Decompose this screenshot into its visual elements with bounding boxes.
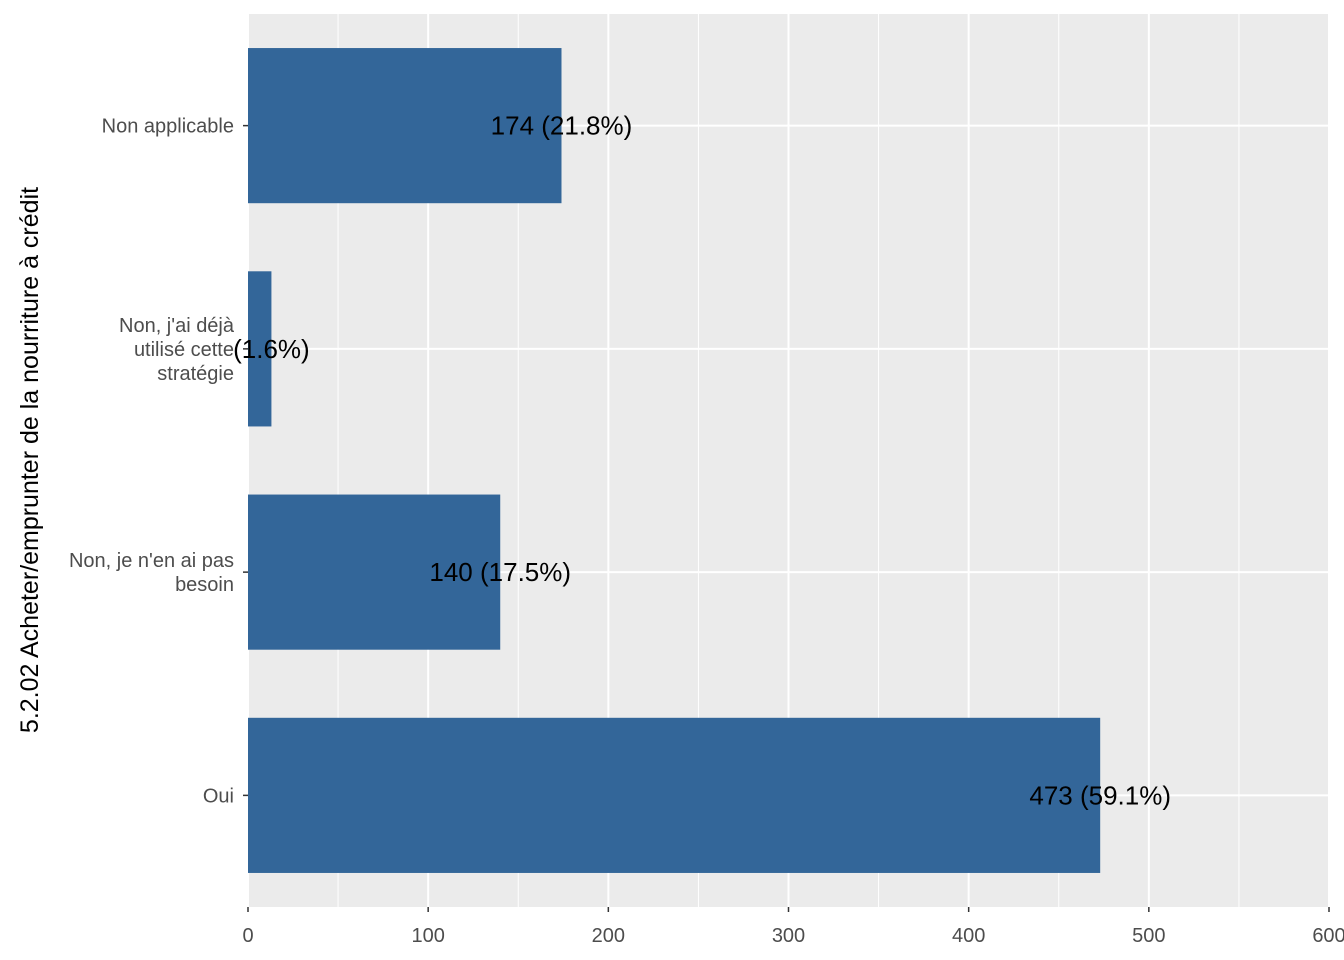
data-label: 174 (21.8%) — [491, 111, 633, 141]
category-label: Non, je n'en ai pas besoin — [69, 550, 234, 596]
bar — [248, 271, 272, 427]
y-axis: Non applicable Non, j'ai déjà utilisé cett… — [69, 116, 248, 807]
data-labels: 174 (21.8%)(1.6%)140 (17.5%)473 (59.1%) — [233, 111, 1171, 811]
data-label: 473 (59.1%) — [1029, 780, 1171, 810]
bars — [248, 48, 1101, 873]
category-label: Non applicable — [102, 116, 234, 138]
x-axis: 0 100 200 300 400 500 600 — [242, 907, 1344, 947]
category-label: Non, j'ai déjà utilisé cette stratégie — [119, 315, 235, 385]
x-tick-label: 600 — [1312, 925, 1344, 947]
bar — [248, 48, 562, 204]
category-label: Oui — [203, 785, 234, 807]
x-tick-label: 400 — [952, 925, 985, 947]
x-tick-label: 500 — [1132, 925, 1165, 947]
bar — [248, 494, 501, 650]
x-tick-label: 300 — [772, 925, 805, 947]
x-tick-label: 200 — [592, 925, 625, 947]
bar — [248, 717, 1101, 873]
data-label: 140 (17.5%) — [429, 557, 571, 587]
y-axis-title: 5.2.02 Acheter/emprunter de la nourritur… — [16, 187, 44, 733]
x-tick-label: 100 — [411, 925, 444, 947]
x-tick-label: 0 — [242, 925, 253, 947]
